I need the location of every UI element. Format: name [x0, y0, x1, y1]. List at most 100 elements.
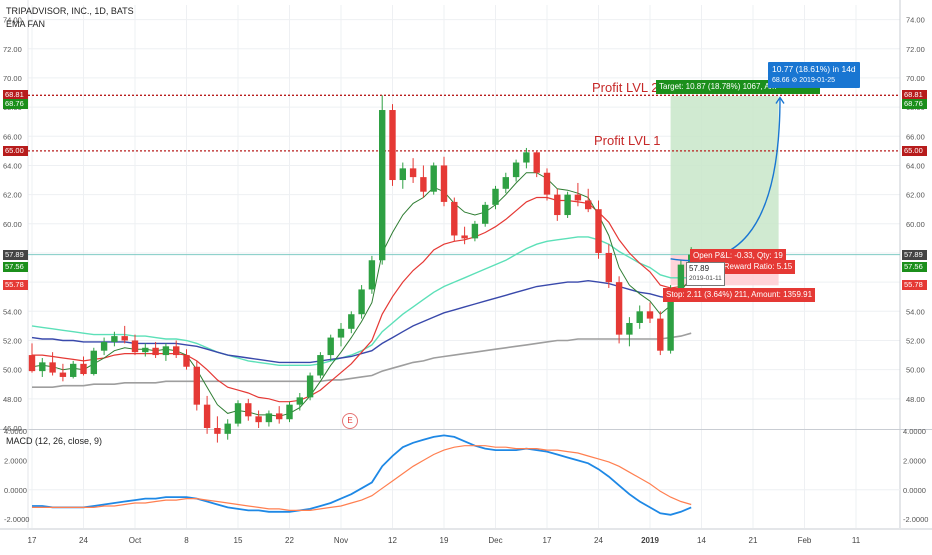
cursor-readout: 57.89 2019-01-11: [686, 262, 725, 286]
candle-body: [574, 194, 582, 201]
left-price-tick: 62.00: [3, 191, 22, 200]
candle-body: [409, 168, 417, 178]
left-price-tick: 72.00: [3, 45, 22, 54]
candle-body: [502, 177, 509, 189]
candle-body: [173, 346, 180, 356]
price-tag: 68.76: [3, 99, 28, 110]
candle-body: [49, 362, 56, 373]
candle-body: [142, 347, 149, 353]
time-tick-label: Feb: [798, 536, 812, 545]
time-tick-label: 21: [749, 536, 758, 545]
time-tick-label: 22: [285, 536, 294, 545]
candle-body: [152, 347, 159, 356]
left-price-tick: 64.00: [3, 161, 22, 170]
macd-right-tick: 4.0000: [903, 427, 926, 436]
indicator-label: EMA FAN: [6, 19, 46, 29]
candle-body: [214, 428, 221, 434]
price-tag: 55.78: [3, 280, 28, 291]
candle-body: [306, 375, 314, 398]
time-tick-label: Nov: [334, 536, 348, 545]
right-price-tick: 52.00: [906, 336, 925, 345]
candle-body: [90, 350, 97, 375]
candle-body: [585, 200, 592, 210]
candle-body: [399, 168, 406, 181]
time-tick-label: 24: [79, 536, 88, 545]
candle-body: [667, 289, 674, 351]
ema-line-ema-slow: [31, 236, 692, 366]
profit-lvl-1-label: Profit LVL 1: [594, 133, 661, 148]
candle-body: [111, 336, 118, 342]
candle-body: [80, 363, 87, 375]
macd-left-tick: 0.0000: [4, 486, 27, 495]
macd-left-tick: 2.0000: [4, 456, 27, 465]
left-price-tick: 52.00: [3, 336, 22, 345]
time-tick-label: 8: [184, 536, 189, 545]
candle-body: [646, 311, 654, 319]
time-tick-label: 17: [543, 536, 552, 545]
macd-right-tick: -2.0000: [903, 515, 928, 524]
symbol-title: TRIPADVISOR, INC., 1D, BATS: [6, 6, 134, 16]
right-price-tick: 48.00: [906, 395, 925, 404]
candle-body: [657, 318, 664, 351]
candle-body: [193, 366, 200, 405]
price-tag: 68.81: [902, 90, 927, 101]
candle-body: [471, 223, 479, 239]
grid-lines: [0, 0, 932, 530]
candle-body: [59, 372, 67, 377]
candle-body: [162, 346, 170, 356]
price-tag: 57.89: [3, 249, 28, 260]
candle-body: [677, 264, 685, 290]
time-tick-label: 14: [697, 536, 706, 545]
price-tag: 65.00: [3, 145, 28, 156]
candle-body: [482, 204, 489, 224]
candle-body: [533, 152, 540, 173]
candle-body: [605, 252, 612, 283]
time-tick-label: Dec: [488, 536, 502, 545]
earnings-marker[interactable]: E: [342, 413, 358, 429]
time-tick-label: 24: [594, 536, 603, 545]
open-pnl-box[interactable]: Open P&L: -0.33, Qty: 19: [690, 249, 786, 263]
risk-reward-box[interactable]: Risk/Reward Ratio: 5.15: [703, 260, 796, 274]
price-tag: 68.76: [902, 99, 927, 110]
profit-lvl-2-label: Profit LVL 2: [592, 80, 659, 95]
stop-box[interactable]: Stop: 2.11 (3.64%) 211, Amount: 1359.91: [663, 288, 816, 302]
cursor-date: 2019-01-11: [689, 275, 722, 282]
candle-body: [358, 289, 365, 315]
left-price-tick: 60.00: [3, 220, 22, 229]
candle-body: [461, 235, 468, 239]
candle-body: [234, 403, 242, 424]
candle-body: [121, 336, 128, 341]
time-tick-label: 12: [388, 536, 397, 545]
candle-body: [626, 322, 633, 335]
candle-body: [348, 314, 355, 329]
right-price-tick: 74.00: [906, 16, 925, 25]
projection-text: 10.77 (18.61%) in 14d: [772, 64, 856, 74]
left-price-tick: 50.00: [3, 366, 22, 375]
candle-body: [337, 328, 345, 338]
candle-body: [368, 260, 376, 290]
ema-line-ema-mid: [32, 196, 692, 403]
candle-body: [131, 340, 139, 353]
candle-body: [451, 201, 458, 236]
macd-label: MACD (12, 26, close, 9): [6, 436, 103, 446]
candle-body: [317, 355, 324, 376]
ema-line-ema-fast: [31, 172, 692, 417]
macd-right-tick: 0.0000: [903, 486, 926, 495]
right-price-tick: 50.00: [906, 366, 925, 375]
time-tick-label: 17: [28, 536, 37, 545]
candle-body: [203, 404, 211, 428]
ema-line-ema-longest: [32, 332, 692, 389]
right-price-tick: 64.00: [906, 161, 925, 170]
projection-box[interactable]: 10.77 (18.61%) in 14d 68.66 ⊘ 2019-01-25: [768, 62, 860, 88]
candle-body: [512, 162, 520, 178]
right-price-tick: 62.00: [906, 191, 925, 200]
candle-body: [224, 423, 231, 434]
left-price-tick: 74.00: [3, 16, 22, 25]
price-tag: 57.89: [902, 249, 927, 260]
candle-body: [39, 362, 46, 372]
candle-body: [245, 403, 252, 417]
candle-body: [564, 194, 571, 216]
candle-body: [183, 355, 190, 367]
candle-body: [543, 172, 551, 195]
